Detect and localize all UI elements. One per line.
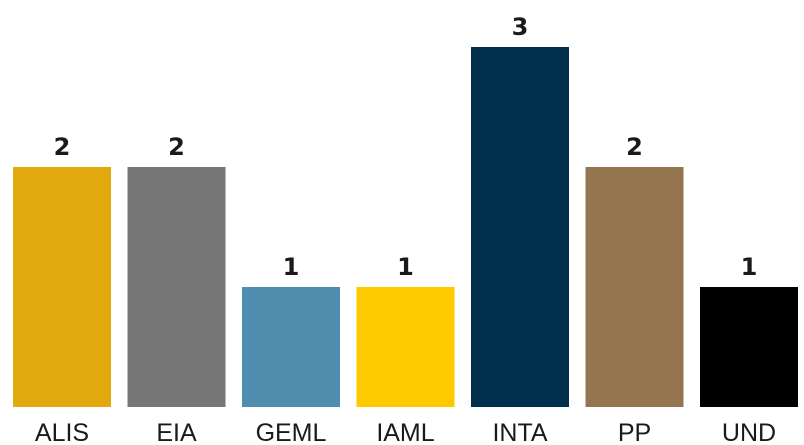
- bar-iaml: [356, 287, 455, 407]
- bar-geml: [242, 287, 340, 407]
- category-labels-group: ALIS EIA GEML IAML INTA PP UND: [35, 419, 776, 445]
- bar-pp: [585, 167, 684, 407]
- value-label-inta: 3: [512, 13, 529, 41]
- value-label-pp: 2: [626, 133, 643, 161]
- category-label-inta: INTA: [492, 419, 547, 445]
- bar-alis: [13, 167, 111, 407]
- bar-eia: [127, 167, 226, 407]
- value-label-iaml: 1: [397, 253, 414, 281]
- value-label-geml: 1: [283, 253, 300, 281]
- category-label-alis: ALIS: [35, 419, 89, 445]
- category-label-geml: GEML: [256, 419, 327, 445]
- bars-group: [13, 47, 798, 407]
- value-label-eia: 2: [168, 133, 185, 161]
- bar-inta: [471, 47, 569, 407]
- category-label-pp: PP: [618, 419, 651, 445]
- category-label-eia: EIA: [156, 419, 197, 445]
- bar-und: [700, 287, 798, 407]
- value-label-und: 1: [741, 253, 758, 281]
- category-label-und: UND: [722, 419, 776, 445]
- value-labels-group: 2 2 1 1 3 2 1: [54, 13, 758, 281]
- category-label-iaml: IAML: [376, 419, 434, 445]
- value-label-alis: 2: [54, 133, 71, 161]
